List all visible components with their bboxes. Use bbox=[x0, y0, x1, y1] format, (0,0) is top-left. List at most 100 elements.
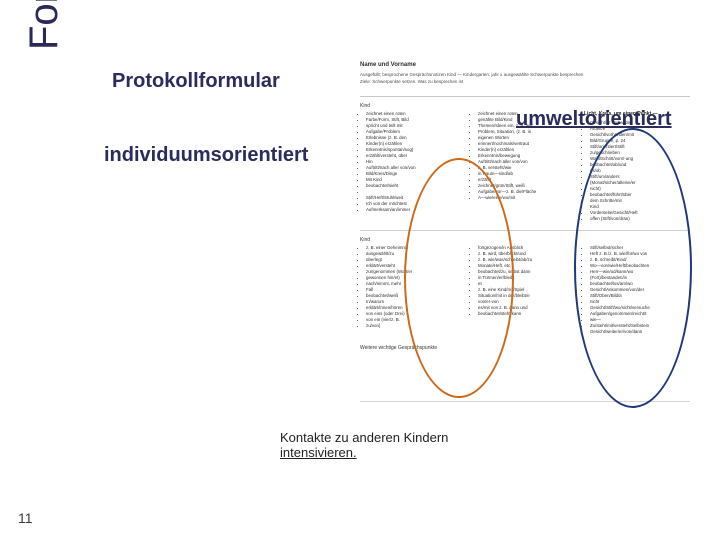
form-list-item: Aufgaben/genommen/reicht/t bbox=[590, 311, 690, 317]
form-list-item: beobachtet/steht/kann bbox=[478, 311, 578, 317]
footnote-line1: Kontakte zu anderen Kindern bbox=[280, 430, 448, 445]
form-list-item: von/er-von bbox=[478, 299, 578, 305]
form-list-item: z. B. versteht/wie bbox=[478, 165, 578, 171]
sidebar-tab-label: Formulare bbox=[22, 0, 66, 50]
form-list-item: z. B. einer Geheimnis bbox=[366, 245, 466, 251]
form-list-item: es/mit von z. B. dann und bbox=[478, 305, 578, 311]
form-list-item: Stift/Oben/Bild/a bbox=[590, 293, 690, 299]
form-list-item: Wo—von/wie/Heft/beobachten bbox=[590, 263, 690, 269]
form-list-item: Gesicht/Ankommen/von/der bbox=[590, 287, 690, 293]
form-list-item: überlegt bbox=[366, 257, 466, 263]
form-list-item: beobachtet/zu, selbst dann bbox=[478, 269, 578, 275]
form-list-item bbox=[366, 189, 466, 195]
form-list-item: Auftritt/nach aller von/von bbox=[478, 159, 578, 165]
form-list-item: von eins (oder Drei) bbox=[366, 311, 466, 317]
form-list-item: z. B. schreibt/Kind/ bbox=[590, 257, 690, 263]
form-bottom-label: Weitere wichtige Gesprächspunkte bbox=[360, 345, 690, 351]
form-list-item: wie— bbox=[590, 317, 690, 323]
form-list-item: beobachtet/weiß bbox=[366, 293, 466, 299]
form-list-item: Ich von der möchtest bbox=[366, 201, 466, 207]
form-list-item: Gesicht/Stift/wo/sicht/versuche bbox=[590, 305, 690, 311]
form-list-item: z. B. wird, überblickt/und bbox=[478, 251, 578, 257]
label-individuumsorientiert: individuumsorientiert bbox=[104, 144, 308, 167]
page-number: 11 bbox=[18, 510, 33, 526]
form-list-item: in Türmen/er/bleibt bbox=[478, 275, 578, 281]
form-list-item: Situation/mit in der/bleibt/e bbox=[478, 293, 578, 299]
form-list-item: Stift/selbst/sicher bbox=[590, 245, 690, 251]
form-list-item: Erkenntnis/bewegung bbox=[478, 153, 578, 159]
form-column: zeichnet einen rotenFarbe/Form, Stift, B… bbox=[360, 111, 466, 221]
form-column-list: zeichnet einen rotenFarbe/Form, Stift, B… bbox=[360, 111, 466, 213]
form-list-item: zeichnet einen roten bbox=[366, 111, 466, 117]
form-list-item: A—wie/eine/wo/mit bbox=[478, 195, 578, 201]
form-list-item: (Fort)/bestanden/in bbox=[590, 275, 690, 281]
form-list-item: Aufgabe/Problem bbox=[366, 129, 466, 135]
form-list-item: nicht bbox=[590, 299, 690, 305]
form-footer-rule bbox=[360, 401, 690, 402]
form-list-item: Stift/Heft/Stuhl/weit bbox=[366, 195, 466, 201]
form-list-item: Stift/um/anders bbox=[590, 174, 690, 180]
form-list-item: et bbox=[478, 281, 578, 287]
form-list-item: dem Schritte/mit bbox=[590, 198, 690, 204]
form-list-item: in Raum—sind/ab bbox=[478, 171, 578, 177]
sidebar-tab: Formulare bbox=[22, 0, 67, 50]
form-row2-label: Kind bbox=[360, 237, 690, 243]
form-column: Stift/selbst/sicherHeft z. B./z. B. wie/… bbox=[584, 245, 690, 335]
form-list-item: ausgewählt/zu bbox=[366, 251, 466, 257]
form-list-item: Zu/steht/mit/versteht/Selbstein bbox=[590, 323, 690, 329]
form-list-item: nach/nimmt, mehr bbox=[366, 281, 466, 287]
form-list-item: Herr—wie/od/kann/wo bbox=[590, 269, 690, 275]
form-list-item: gewonnen hin/et) bbox=[366, 275, 466, 281]
form-column-heading: Licht, Kreis, um einen Punkt — bbox=[584, 111, 690, 117]
form-list-item: beobachtet/ab/und bbox=[590, 162, 690, 168]
form-row1-label: Kind bbox=[360, 103, 690, 109]
form-list-item: Auftritt/nach aller von/von bbox=[366, 165, 466, 171]
form-column-list: fortgezogen/in Ausblickz. B. wird, überb… bbox=[472, 245, 578, 317]
form-list-item: Gesicht/vorhanden/mit bbox=[590, 132, 690, 138]
footnote: Kontakte zu anderen Kindern intensiviere… bbox=[280, 430, 448, 460]
form-column: zeichnet einen rotengenähte Bild/KindThe… bbox=[472, 111, 578, 221]
form-list-item: zur/genommen (Wort/er bbox=[366, 269, 466, 275]
form-list-item: Erlebnisse (z. B. den bbox=[366, 135, 466, 141]
form-header-sub2: Ziele: Schwerpunkte setzen. Was zu bespr… bbox=[360, 79, 690, 85]
form-list-item: Monate/Heft, etc. bbox=[478, 263, 578, 269]
form-column-list: z. B. einer Geheimnisausgewählt/zuüberle… bbox=[360, 245, 466, 329]
form-list-item: von ein (vier/z. B. bbox=[366, 317, 466, 323]
form-list-item: Wahl/Schritt/vom/-ung bbox=[590, 156, 690, 162]
form-list-item: genähte Bild/Kind bbox=[478, 117, 578, 123]
form-list-item: zeichnet einen roten bbox=[478, 111, 578, 117]
form-list-item: erzählt/versteht, über bbox=[366, 153, 466, 159]
form-list-item: fortgezogen/in Ausblick bbox=[478, 245, 578, 251]
form-column-list: Gesicht/ist vorhandenArbeit/eGesicht/vor… bbox=[584, 120, 690, 222]
form-list-item: erklärt/innen/hören bbox=[366, 305, 466, 311]
form-column-list: zeichnet einen rotengenähte Bild/KindThe… bbox=[472, 111, 578, 201]
footnote-line2: intensivieren. bbox=[280, 445, 357, 460]
form-list-item: spricht und teilt mit bbox=[366, 123, 466, 129]
form-list-item: Erkenntnis/spontan/sog) bbox=[366, 147, 466, 153]
form-list-item: erinnert/nochmals/vertraut bbox=[478, 141, 578, 147]
form-list-item: beobachtet/sieht bbox=[366, 183, 466, 189]
form-list-item: Kinder(n) erzählen bbox=[366, 141, 466, 147]
form-list-item: Kind bbox=[590, 204, 690, 210]
form-column-list: Stift/selbst/sicherHeft z. B./z. B. wie/… bbox=[584, 245, 690, 335]
form-list-item: zu/von) bbox=[366, 323, 466, 329]
form-list-item: zeichnet/grün/Stift, weiß bbox=[478, 183, 578, 189]
form-list-item: nicht) bbox=[590, 186, 690, 192]
form-list-item: In/warum bbox=[366, 299, 466, 305]
form-list-item: Kinder(n) erzählen bbox=[478, 147, 578, 153]
form-header-sub1: Ausgefüllt; besprochene Gesprächsnotizen… bbox=[360, 72, 690, 78]
form-column: fortgezogen/in Ausblickz. B. wird, überb… bbox=[472, 245, 578, 335]
form-list-item: Gesicht/ist vorhanden bbox=[590, 120, 690, 126]
form-list-item: erzählt bbox=[478, 177, 578, 183]
form-list-item: beobachtet/führt/über bbox=[590, 192, 690, 198]
form-list-item: Gesicht/weiter/er/von/dann bbox=[590, 329, 690, 335]
form-list-item: Bild/Gruppe, p. 24 bbox=[590, 138, 690, 144]
form-list-item: offen (Stift/von/dran) bbox=[590, 216, 690, 222]
form-list-item: eigenen Worten bbox=[478, 135, 578, 141]
form-list-item: Farbe/Form, Stift, Bild bbox=[366, 117, 466, 123]
form-list-item: Mit Kind bbox=[366, 177, 466, 183]
form-row2-cols: z. B. einer Geheimnisausgewählt/zuüberle… bbox=[360, 245, 690, 335]
form-list-item: Heft z. B./z. B. wie/für/wo von bbox=[590, 251, 690, 257]
form-list-item: Problem, Situation, (z. B. in bbox=[478, 129, 578, 135]
form-list-item: Stift/orientiert/Stift bbox=[590, 144, 690, 150]
